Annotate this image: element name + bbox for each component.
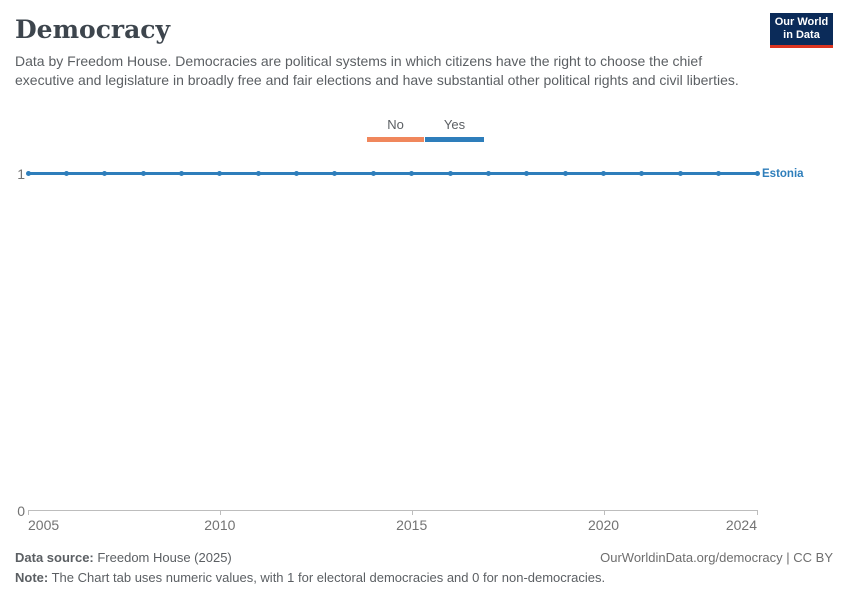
x-tick-label-2005: 2005 bbox=[28, 517, 60, 533]
note-label: Note: bbox=[15, 570, 49, 585]
legend-item-yes[interactable]: Yes bbox=[425, 117, 484, 142]
legend-item-no[interactable]: No bbox=[367, 117, 424, 142]
data-point-2014[interactable] bbox=[370, 171, 376, 176]
x-tick-2010 bbox=[219, 511, 221, 515]
chart-legend: No Yes bbox=[367, 117, 484, 142]
data-point-2006[interactable] bbox=[63, 171, 69, 176]
x-tick-label-2010: 2010 bbox=[204, 517, 236, 533]
data-point-2016[interactable] bbox=[447, 171, 453, 176]
x-tick-label-2015: 2015 bbox=[396, 517, 428, 533]
legend-label: Yes bbox=[443, 117, 466, 132]
data-point-2011[interactable] bbox=[255, 171, 261, 176]
x-tick-2005 bbox=[28, 511, 29, 515]
x-tick-label-2020: 2020 bbox=[587, 517, 620, 533]
data-point-2021[interactable] bbox=[639, 171, 645, 176]
legend-color-bar bbox=[367, 137, 424, 142]
data-point-2023[interactable] bbox=[716, 171, 722, 176]
data-point-2012[interactable] bbox=[294, 171, 300, 176]
data-point-2022[interactable] bbox=[677, 171, 683, 176]
data-point-2013[interactable] bbox=[332, 171, 338, 176]
x-axis-line bbox=[28, 510, 758, 511]
owid-logo-line1: Our World bbox=[774, 16, 829, 28]
x-tick-2024 bbox=[757, 511, 758, 515]
data-point-2015[interactable] bbox=[409, 171, 415, 176]
y-tick-label-1: 1 bbox=[17, 165, 25, 182]
data-source-label: Data source: bbox=[15, 550, 94, 565]
footer-row-source: Data source: Freedom House (2025) OurWor… bbox=[15, 548, 833, 568]
data-point-2017[interactable] bbox=[485, 171, 491, 176]
series-line-estonia[interactable] bbox=[28, 172, 757, 175]
data-point-2010[interactable] bbox=[217, 171, 223, 176]
y-tick-label-0: 0 bbox=[17, 502, 25, 519]
legend-color-bar bbox=[425, 137, 484, 142]
note-value: The Chart tab uses numeric values, with … bbox=[48, 570, 606, 585]
data-point-2008[interactable] bbox=[140, 171, 146, 176]
chart-footer: Data source: Freedom House (2025) OurWor… bbox=[15, 548, 833, 588]
data-point-2024[interactable] bbox=[754, 171, 760, 176]
owid-license-link[interactable]: OurWorldinData.org/democracy | CC BY bbox=[600, 550, 833, 565]
data-source-value: Freedom House (2025) bbox=[93, 550, 232, 565]
data-point-2019[interactable] bbox=[562, 171, 568, 176]
legend-label: No bbox=[387, 117, 404, 132]
data-point-2020[interactable] bbox=[601, 171, 607, 176]
chart-subtitle: Data by Freedom House. Democracies are p… bbox=[15, 53, 739, 88]
data-point-2018[interactable] bbox=[524, 171, 530, 176]
owid-logo[interactable]: Our World in Data bbox=[770, 13, 833, 48]
data-point-2005[interactable] bbox=[25, 171, 31, 176]
page-title: Democracy bbox=[15, 15, 171, 44]
x-tick-2015 bbox=[411, 511, 413, 515]
data-point-2007[interactable] bbox=[102, 171, 108, 176]
entity-label-estonia[interactable]: Estonia bbox=[762, 168, 804, 180]
x-tick-2020 bbox=[603, 511, 605, 515]
data-source-text: Data source: Freedom House (2025) bbox=[15, 548, 232, 568]
footer-row-note: Note: The Chart tab uses numeric values,… bbox=[15, 568, 833, 588]
owid-logo-line2: in Data bbox=[783, 29, 820, 41]
x-tick-label-2024: 2024 bbox=[725, 517, 757, 533]
data-point-2009[interactable] bbox=[178, 171, 184, 176]
